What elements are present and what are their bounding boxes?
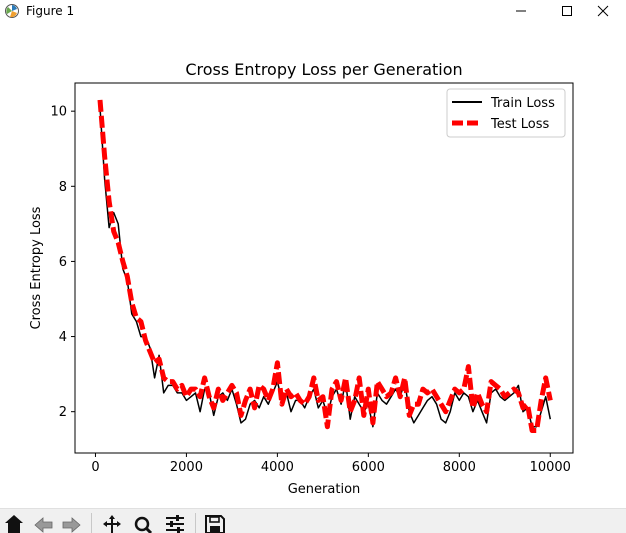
pan-icon: [101, 511, 123, 533]
forward-button[interactable]: [60, 511, 84, 533]
minimize-button[interactable]: [498, 0, 544, 22]
window-title: Figure 1: [26, 4, 74, 18]
maximize-icon: [561, 5, 573, 17]
figure-canvas[interactable]: Cross Entropy Loss per Generation 0 2000 4…: [0, 22, 626, 508]
zoom-icon: [132, 511, 154, 533]
home-icon: [3, 511, 25, 533]
series-layer: [100, 100, 550, 431]
y-tick-label: 6: [59, 255, 67, 270]
x-tick-label: 4000: [261, 460, 294, 475]
pan-button[interactable]: [100, 511, 124, 533]
legend-train-label: Train Loss: [490, 96, 555, 111]
x-axis-label: Generation: [288, 482, 361, 497]
save-icon: [204, 511, 226, 533]
home-button[interactable]: [2, 511, 26, 533]
legend: Train Loss Test Loss: [447, 89, 565, 137]
save-button[interactable]: [203, 511, 227, 533]
legend-test-label: Test Loss: [490, 117, 549, 132]
back-arrow-icon: [32, 511, 54, 533]
x-tick-label: 10000: [530, 460, 571, 475]
x-tick-label: 0: [91, 460, 99, 475]
navigation-toolbar: [0, 508, 626, 533]
back-button[interactable]: [31, 511, 55, 533]
y-tick-label: 10: [50, 105, 67, 120]
test-loss-line: [100, 100, 550, 431]
matplotlib-app-icon: [4, 3, 20, 19]
x-tick-label: 6000: [352, 460, 385, 475]
y-axis-label: Cross Entropy Loss: [29, 206, 44, 329]
minimize-icon: [515, 5, 527, 17]
zoom-button[interactable]: [131, 511, 155, 533]
y-tick-label: 4: [59, 330, 67, 345]
x-tick-label: 8000: [443, 460, 476, 475]
close-icon: [597, 5, 609, 17]
forward-arrow-icon: [61, 511, 83, 533]
loss-chart: Cross Entropy Loss per Generation 0 2000 4…: [0, 22, 626, 508]
close-button[interactable]: [580, 0, 626, 22]
toolbar-separator: [195, 513, 196, 533]
window-titlebar: Figure 1: [0, 0, 626, 22]
toolbar-separator: [91, 513, 92, 533]
y-tick-label: 2: [59, 405, 67, 420]
configure-subplots-icon: [164, 511, 186, 533]
configure-subplots-button[interactable]: [163, 511, 187, 533]
y-tick-label: 8: [59, 180, 67, 195]
chart-title: Cross Entropy Loss per Generation: [185, 60, 462, 79]
x-tick-label: 2000: [170, 460, 203, 475]
